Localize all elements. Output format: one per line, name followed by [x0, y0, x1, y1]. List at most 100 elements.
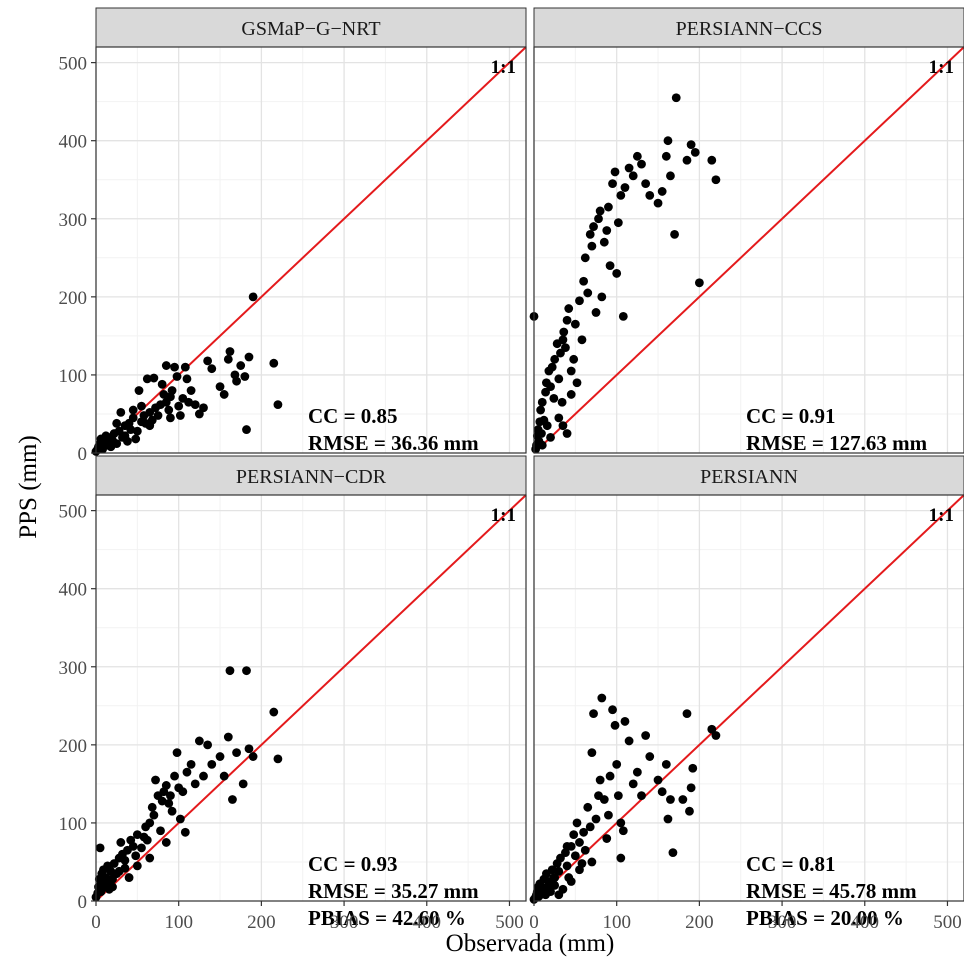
data-point: [572, 378, 582, 388]
data-point: [142, 374, 152, 384]
data-point: [167, 806, 177, 816]
data-point: [244, 352, 254, 362]
data-point: [546, 887, 555, 897]
data-point: [661, 759, 671, 769]
one-to-one-line: [95, 494, 527, 902]
data-point: [572, 818, 582, 828]
data-point: [624, 163, 634, 173]
data-point: [128, 413, 138, 423]
panel-4: PERSIANN 1:1 CC = 0.81 RMSE = 45.78 mm PBIAS…: [529, 455, 964, 933]
data-point: [632, 767, 642, 777]
data-point: [132, 830, 142, 840]
data-point: [570, 319, 580, 329]
data-point: [178, 787, 188, 797]
one-to-one-label: 1:1: [929, 57, 954, 78]
data-point: [686, 140, 696, 149]
data-point: [613, 218, 623, 228]
data-point: [172, 372, 182, 381]
data-point: [564, 304, 574, 313]
data-point: [694, 278, 704, 288]
data-point: [145, 853, 155, 863]
stat-annotation: RMSE = 45.78 mm: [746, 879, 917, 903]
data-point: [142, 835, 152, 845]
data-point: [569, 354, 579, 364]
data-point: [632, 151, 642, 161]
data-point: [690, 148, 700, 157]
x-tick-label: 100: [602, 912, 631, 933]
data-point: [124, 873, 134, 882]
data-point: [137, 401, 146, 411]
data-point: [618, 311, 628, 321]
one-to-one-line: [533, 46, 964, 454]
data-point: [641, 179, 651, 189]
data-point: [641, 731, 651, 740]
data-point: [597, 693, 607, 703]
x-tick-label: 300: [768, 912, 797, 933]
data-point: [645, 190, 655, 200]
data-point: [219, 390, 229, 399]
panel-border: [95, 494, 527, 902]
data-point: [559, 327, 569, 337]
data-point: [577, 335, 587, 345]
panel-border: [533, 46, 964, 454]
data-point: [678, 795, 688, 804]
data-point: [595, 206, 605, 216]
data-point: [116, 838, 126, 847]
data-point: [562, 861, 572, 871]
data-point: [620, 183, 630, 192]
data-point: [242, 666, 251, 676]
panel-title: PERSIANN−CDR: [236, 466, 387, 488]
data-point: [207, 759, 217, 769]
data-point: [599, 795, 609, 804]
data-point: [537, 440, 547, 450]
data-point: [149, 373, 159, 383]
stat-annotation: CC = 0.93: [308, 852, 398, 876]
data-point: [180, 362, 190, 372]
data-point: [682, 155, 692, 165]
data-point: [595, 775, 605, 785]
data-point: [170, 362, 179, 372]
data-point: [190, 400, 200, 409]
x-tick-label: 0: [91, 912, 101, 933]
data-point: [604, 202, 613, 212]
x-tick-label: 400: [851, 912, 880, 933]
data-point: [95, 843, 105, 853]
data-point: [147, 802, 157, 812]
y-tick-label: 300: [59, 210, 88, 231]
data-point: [583, 288, 593, 298]
data-point: [134, 386, 144, 395]
data-point: [120, 856, 130, 865]
data-point: [610, 720, 620, 730]
data-point: [610, 167, 620, 177]
data-point: [562, 429, 572, 438]
data-point: [199, 771, 208, 781]
data-point: [594, 214, 603, 224]
data-point: [711, 731, 721, 740]
data-point: [558, 335, 568, 345]
data-point: [670, 229, 679, 239]
data-point: [668, 848, 678, 857]
data-point: [628, 171, 638, 181]
data-point: [149, 810, 159, 820]
data-point: [663, 136, 673, 146]
data-point: [583, 802, 593, 812]
data-point: [554, 890, 564, 900]
data-point: [194, 409, 204, 419]
data-point: [137, 843, 146, 853]
data-point: [685, 806, 694, 816]
data-point: [112, 418, 122, 428]
data-point: [132, 426, 142, 436]
data-point: [186, 759, 196, 769]
y-tick-label: 200: [59, 736, 88, 757]
y-axis-title: PPS (mm): [15, 435, 42, 539]
data-point: [666, 795, 675, 804]
data-point: [605, 261, 615, 271]
data-point: [269, 707, 279, 717]
data-point: [159, 390, 169, 399]
data-point: [175, 814, 185, 824]
x-tick-label: 0: [529, 912, 539, 933]
data-point: [566, 390, 576, 399]
data-point: [126, 425, 136, 434]
data-point: [184, 397, 194, 407]
